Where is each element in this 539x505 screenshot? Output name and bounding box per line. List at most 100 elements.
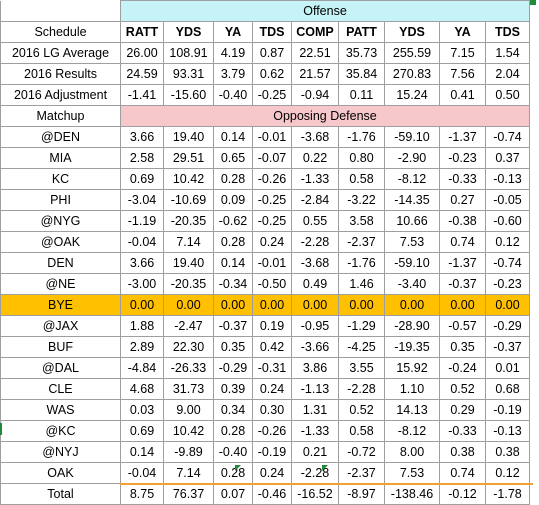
table-cell[interactable]: -15.60 — [163, 84, 214, 106]
table-cell[interactable]: -0.74 — [485, 252, 530, 274]
table-cell[interactable]: 0.24 — [252, 231, 292, 253]
table-cell[interactable]: -2.28 — [338, 378, 385, 400]
row-label[interactable]: @NYJ — [0, 441, 121, 463]
column-header-rush-ya[interactable]: YA — [213, 21, 253, 43]
table-cell[interactable]: 26.00 — [120, 42, 164, 64]
table-cell[interactable]: 0.35 — [439, 336, 486, 358]
table-cell[interactable]: 7.15 — [439, 42, 486, 64]
table-cell[interactable]: -3.22 — [338, 189, 385, 211]
column-header-schedule[interactable]: Schedule — [0, 21, 121, 43]
table-cell[interactable]: 2.89 — [120, 336, 164, 358]
table-cell[interactable]: 1.10 — [384, 378, 440, 400]
table-cell[interactable]: 0.27 — [439, 189, 486, 211]
row-label[interactable]: MIA — [0, 147, 121, 169]
table-cell[interactable]: -14.35 — [384, 189, 440, 211]
table-cell[interactable]: 3.58 — [338, 210, 385, 232]
table-cell[interactable]: -0.62 — [213, 210, 253, 232]
table-cell[interactable]: 0.58 — [338, 168, 385, 190]
table-cell[interactable]: -10.69 — [163, 189, 214, 211]
table-cell[interactable]: -1.76 — [338, 252, 385, 274]
table-cell[interactable]: -8.12 — [384, 168, 440, 190]
table-cell[interactable]: -0.37 — [213, 315, 253, 337]
table-cell[interactable]: 0.24 — [252, 378, 292, 400]
table-cell[interactable]: 10.42 — [163, 168, 214, 190]
table-cell[interactable]: -0.19 — [252, 441, 292, 463]
total-cell[interactable]: 8.75 — [120, 483, 164, 505]
table-cell[interactable]: -0.72 — [338, 441, 385, 463]
table-cell[interactable]: 0.35 — [213, 336, 253, 358]
table-cell[interactable]: 0.74 — [439, 462, 486, 484]
row-label[interactable]: @NYG — [0, 210, 121, 232]
table-cell[interactable]: 3.86 — [291, 357, 339, 379]
table-cell[interactable]: 0.00 — [485, 294, 530, 316]
table-cell[interactable]: -1.37 — [439, 126, 486, 148]
table-cell[interactable]: 0.87 — [252, 42, 292, 64]
table-cell[interactable]: -3.68 — [291, 126, 339, 148]
table-cell[interactable]: 0.28 — [213, 168, 253, 190]
row-label[interactable]: @DAL — [0, 357, 121, 379]
table-cell[interactable]: -0.25 — [252, 210, 292, 232]
total-cell[interactable]: -0.46 — [252, 483, 292, 505]
table-cell[interactable]: 14.13 — [384, 399, 440, 421]
table-cell[interactable]: 15.24 — [384, 84, 440, 106]
table-cell[interactable]: 4.19 — [213, 42, 253, 64]
table-cell[interactable]: 3.55 — [338, 357, 385, 379]
table-cell[interactable]: 0.29 — [439, 399, 486, 421]
table-cell[interactable]: -1.41 — [120, 84, 164, 106]
total-cell[interactable]: -8.97 — [338, 483, 385, 505]
table-cell[interactable]: 1.88 — [120, 315, 164, 337]
table-cell[interactable]: -0.74 — [485, 126, 530, 148]
row-label[interactable]: CLE — [0, 378, 121, 400]
row-label[interactable]: BYE — [0, 294, 121, 316]
table-cell[interactable]: 7.53 — [384, 231, 440, 253]
table-cell[interactable]: 0.58 — [338, 420, 385, 442]
table-cell[interactable]: 0.39 — [213, 378, 253, 400]
table-cell[interactable]: -28.90 — [384, 315, 440, 337]
opposing-defense-header[interactable]: Opposing Defense — [120, 105, 530, 127]
table-cell[interactable]: -59.10 — [384, 252, 440, 274]
table-cell[interactable]: -2.28 — [291, 462, 339, 484]
table-cell[interactable]: 0.80 — [338, 147, 385, 169]
table-cell[interactable]: -1.33 — [291, 420, 339, 442]
table-cell[interactable]: 0.14 — [120, 441, 164, 463]
table-cell[interactable]: -0.94 — [291, 84, 339, 106]
table-cell[interactable]: 24.59 — [120, 63, 164, 85]
table-cell[interactable]: -1.29 — [338, 315, 385, 337]
column-header-ratt[interactable]: RATT — [120, 21, 164, 43]
table-cell[interactable]: 21.57 — [291, 63, 339, 85]
total-cell[interactable]: 76.37 — [163, 483, 214, 505]
table-cell[interactable]: 1.46 — [338, 273, 385, 295]
table-cell[interactable]: 0.03 — [120, 399, 164, 421]
table-cell[interactable]: -0.40 — [213, 84, 253, 106]
table-cell[interactable]: 0.24 — [252, 462, 292, 484]
table-cell[interactable]: -0.19 — [485, 399, 530, 421]
total-cell[interactable]: -1.78 — [485, 483, 530, 505]
table-cell[interactable]: -0.07 — [252, 147, 292, 169]
table-cell[interactable]: -2.37 — [338, 231, 385, 253]
table-cell[interactable]: -2.84 — [291, 189, 339, 211]
total-cell[interactable]: -16.52 — [291, 483, 339, 505]
table-cell[interactable]: 0.69 — [120, 168, 164, 190]
table-cell[interactable]: 0.00 — [163, 294, 214, 316]
table-cell[interactable]: -0.23 — [439, 147, 486, 169]
table-cell[interactable]: 15.92 — [384, 357, 440, 379]
table-cell[interactable]: -0.31 — [252, 357, 292, 379]
table-cell[interactable]: 35.73 — [338, 42, 385, 64]
table-cell[interactable]: 0.00 — [291, 294, 339, 316]
column-header-pass-yds[interactable]: YDS — [384, 21, 440, 43]
total-cell[interactable]: 0.07 — [213, 483, 253, 505]
table-cell[interactable]: -2.28 — [291, 231, 339, 253]
table-cell[interactable]: 0.30 — [252, 399, 292, 421]
table-cell[interactable]: 108.91 — [163, 42, 214, 64]
table-cell[interactable]: -0.25 — [252, 84, 292, 106]
table-cell[interactable]: 22.30 — [163, 336, 214, 358]
table-cell[interactable]: -1.13 — [291, 378, 339, 400]
table-cell[interactable]: 0.38 — [485, 441, 530, 463]
table-cell[interactable]: 0.69 — [120, 420, 164, 442]
table-cell[interactable]: 22.51 — [291, 42, 339, 64]
table-cell[interactable]: -3.40 — [384, 273, 440, 295]
table-cell[interactable]: -0.29 — [485, 315, 530, 337]
table-cell[interactable]: -1.19 — [120, 210, 164, 232]
table-cell[interactable]: 0.74 — [439, 231, 486, 253]
column-header-pass-tds[interactable]: TDS — [485, 21, 530, 43]
